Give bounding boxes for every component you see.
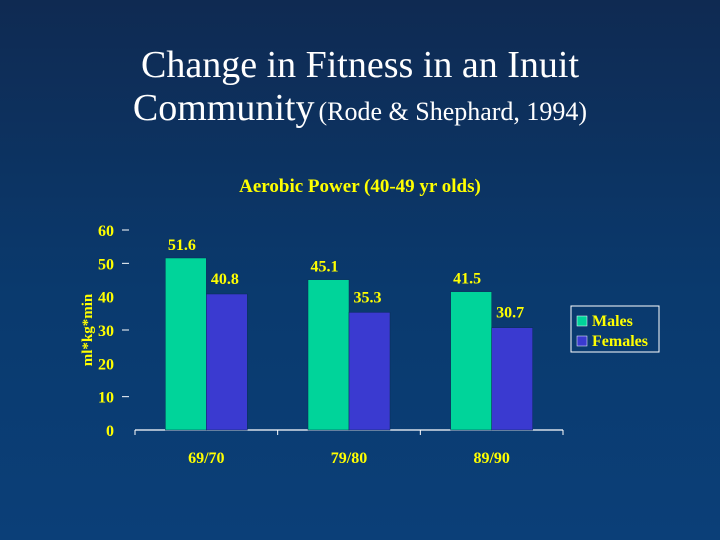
title-line-1: Change in Fitness in an Inuit — [140, 44, 580, 86]
males-bar — [165, 257, 207, 431]
y-tick-label: 0 — [106, 423, 114, 440]
data-label: 40.8 — [211, 271, 239, 288]
data-label: 35.3 — [354, 289, 382, 306]
data-label: 41.5 — [453, 271, 481, 288]
x-tick-label: 89/90 — [473, 450, 509, 467]
females-bar — [491, 327, 533, 431]
x-tick-label: 69/70 — [188, 450, 224, 467]
chart-title: Aerobic Power (40-49 yr olds) — [239, 176, 481, 197]
slide-title: Change in Fitness in an Inuit Community … — [0, 44, 720, 129]
legend-swatch-males — [576, 315, 588, 327]
males-bar — [307, 279, 350, 431]
y-tick-label: 50 — [98, 256, 114, 273]
title-citation: (Rode & Shephard, 1994) — [318, 96, 588, 126]
y-axis-label: ml*kg*min — [80, 293, 96, 366]
data-label: 30.7 — [496, 305, 524, 322]
x-tick-label: 79/80 — [331, 450, 367, 467]
title-main: Community — [132, 86, 315, 129]
legend-swatch-females — [576, 335, 588, 347]
legend-box — [570, 305, 660, 353]
legend-label-females: Females — [592, 333, 648, 350]
y-tick-label: 10 — [98, 390, 114, 407]
legend-label-males: Males — [592, 313, 633, 330]
title-line-2: Community (Rode & Shephard, 1994) — [0, 87, 720, 130]
females-bar — [206, 293, 248, 431]
females-bar — [348, 312, 391, 431]
y-tick-label: 60 — [98, 223, 114, 240]
males-bar — [450, 291, 492, 431]
y-tick-label: 20 — [98, 356, 114, 373]
y-tick-label: 40 — [98, 290, 114, 307]
y-tick-label: 30 — [98, 323, 114, 340]
data-label: 51.6 — [168, 237, 196, 254]
data-label: 45.1 — [311, 259, 339, 276]
